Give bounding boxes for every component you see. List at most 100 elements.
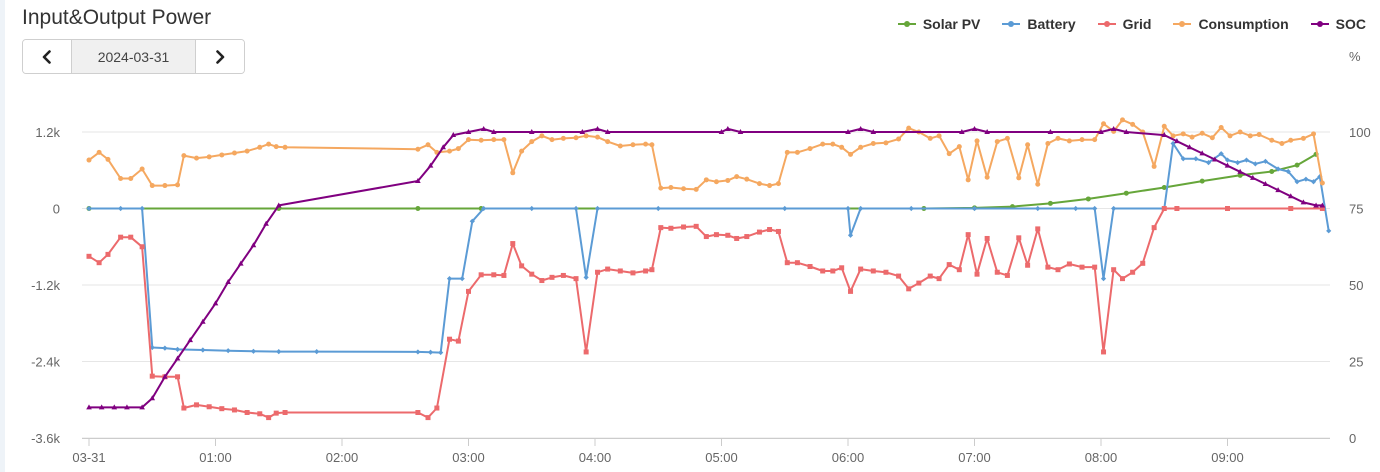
data-point-grid	[1174, 206, 1180, 211]
data-point-consumption	[1130, 121, 1136, 127]
data-point-battery	[118, 205, 124, 212]
data-point-grid	[927, 273, 933, 279]
date-display[interactable]: 2024-03-31	[71, 40, 196, 73]
data-point-soc	[579, 129, 586, 134]
data-point-soc	[1237, 168, 1243, 174]
data-point-consumption	[807, 146, 813, 152]
data-point-grid	[139, 244, 145, 250]
x-tick-label: 03:00	[452, 450, 485, 465]
data-point-consumption	[848, 151, 854, 157]
data-point-grid	[1225, 206, 1230, 211]
data-point-battery	[573, 205, 579, 212]
data-point-grid	[820, 268, 826, 274]
legend-item-consumption[interactable]: Consumption	[1173, 16, 1289, 32]
legend-item-battery[interactable]: Battery	[1002, 16, 1076, 32]
data-point-consumption	[784, 149, 790, 155]
data-point-grid	[1025, 262, 1031, 268]
data-point-consumption	[1300, 135, 1306, 141]
legend-item-soc[interactable]: SOC	[1310, 16, 1366, 32]
data-point-battery	[908, 205, 914, 212]
data-point-soc	[604, 129, 611, 134]
data-point-grid	[266, 415, 272, 421]
data-point-grid	[767, 227, 773, 233]
data-point-consumption	[1161, 123, 1167, 129]
legend-label-soc: SOC	[1335, 16, 1366, 32]
data-point-battery	[149, 344, 155, 351]
data-point-consumption	[1035, 181, 1041, 187]
data-point-grid	[455, 338, 461, 344]
data-point-battery	[1073, 205, 1079, 212]
data-point-consumption	[830, 141, 836, 147]
data-point-soc	[1300, 199, 1307, 205]
data-point-consumption	[681, 186, 687, 192]
data-point-grid	[713, 232, 719, 238]
data-point-grid	[1130, 269, 1136, 275]
data-point-consumption	[273, 144, 279, 150]
data-point-consumption	[1199, 130, 1205, 136]
data-point-consumption	[744, 176, 750, 182]
data-point-soc	[959, 129, 965, 134]
data-point-consumption	[257, 144, 263, 150]
data-point-consumption	[415, 146, 421, 152]
data-point-grid	[725, 232, 731, 238]
data-point-battery	[250, 348, 257, 354]
data-point-soc	[139, 404, 145, 410]
data-point-soc	[225, 278, 231, 284]
data-point-soc	[162, 373, 168, 379]
data-point-grid	[510, 241, 516, 247]
data-point-consumption	[946, 151, 952, 157]
legend-item-solar[interactable]: Solar PV	[897, 16, 980, 32]
data-point-grid	[206, 404, 212, 410]
data-point-soc	[415, 177, 421, 183]
next-day-button[interactable]	[196, 40, 244, 73]
legend-label-consumption: Consumption	[1198, 16, 1289, 32]
x-tick-label: 05:00	[705, 450, 738, 465]
data-point-grid	[105, 251, 111, 257]
data-point-battery	[1326, 228, 1332, 234]
data-point-grid	[149, 373, 155, 379]
data-point-grid	[447, 336, 453, 342]
data-point-grid	[1319, 206, 1325, 211]
data-point-grid	[734, 235, 740, 241]
data-point-grid	[282, 410, 288, 415]
data-point-solar	[1047, 200, 1053, 206]
data-point-consumption	[128, 176, 134, 182]
legend-swatch-consumption	[1173, 19, 1192, 29]
data-point-consumption	[1004, 135, 1010, 141]
data-point-grid	[1066, 261, 1072, 267]
data-point-battery	[594, 205, 601, 212]
y-right-unit-label: %	[1349, 49, 1361, 64]
data-point-solar	[415, 206, 421, 211]
data-point-solar	[1123, 190, 1129, 196]
chart-legend: Solar PV Battery Grid Consumption SOC	[876, 16, 1366, 32]
data-point-consumption	[478, 137, 484, 143]
prev-day-button[interactable]	[23, 40, 71, 73]
data-point-soc	[174, 355, 181, 361]
x-tick-label: 01:00	[199, 450, 232, 465]
legend-item-grid[interactable]: Grid	[1097, 16, 1151, 32]
data-point-grid	[1092, 264, 1098, 270]
data-point-soc	[200, 318, 206, 324]
data-point-grid	[693, 223, 699, 229]
data-point-soc	[1262, 181, 1269, 187]
data-point-grid	[1035, 226, 1041, 232]
data-point-consumption	[529, 139, 535, 145]
x-tick-label: 04:00	[579, 450, 612, 465]
data-point-grid	[1120, 276, 1126, 282]
data-point-soc	[845, 129, 851, 134]
data-point-battery	[529, 205, 535, 212]
data-point-battery	[782, 205, 788, 212]
legend-swatch-grid	[1097, 19, 1116, 29]
data-point-consumption	[734, 174, 740, 180]
data-point-grid	[560, 272, 566, 278]
y-left-tick-label: 1.2k	[35, 125, 60, 140]
legend-swatch-soc	[1310, 19, 1329, 29]
data-point-soc	[124, 404, 130, 410]
data-point-consumption	[896, 136, 902, 142]
data-point-grid	[974, 271, 980, 277]
data-point-consumption	[105, 156, 111, 162]
data-point-consumption	[86, 157, 92, 163]
data-point-consumption	[573, 135, 579, 141]
data-point-consumption	[693, 186, 699, 192]
y-left-tick-label: 0	[53, 202, 60, 217]
